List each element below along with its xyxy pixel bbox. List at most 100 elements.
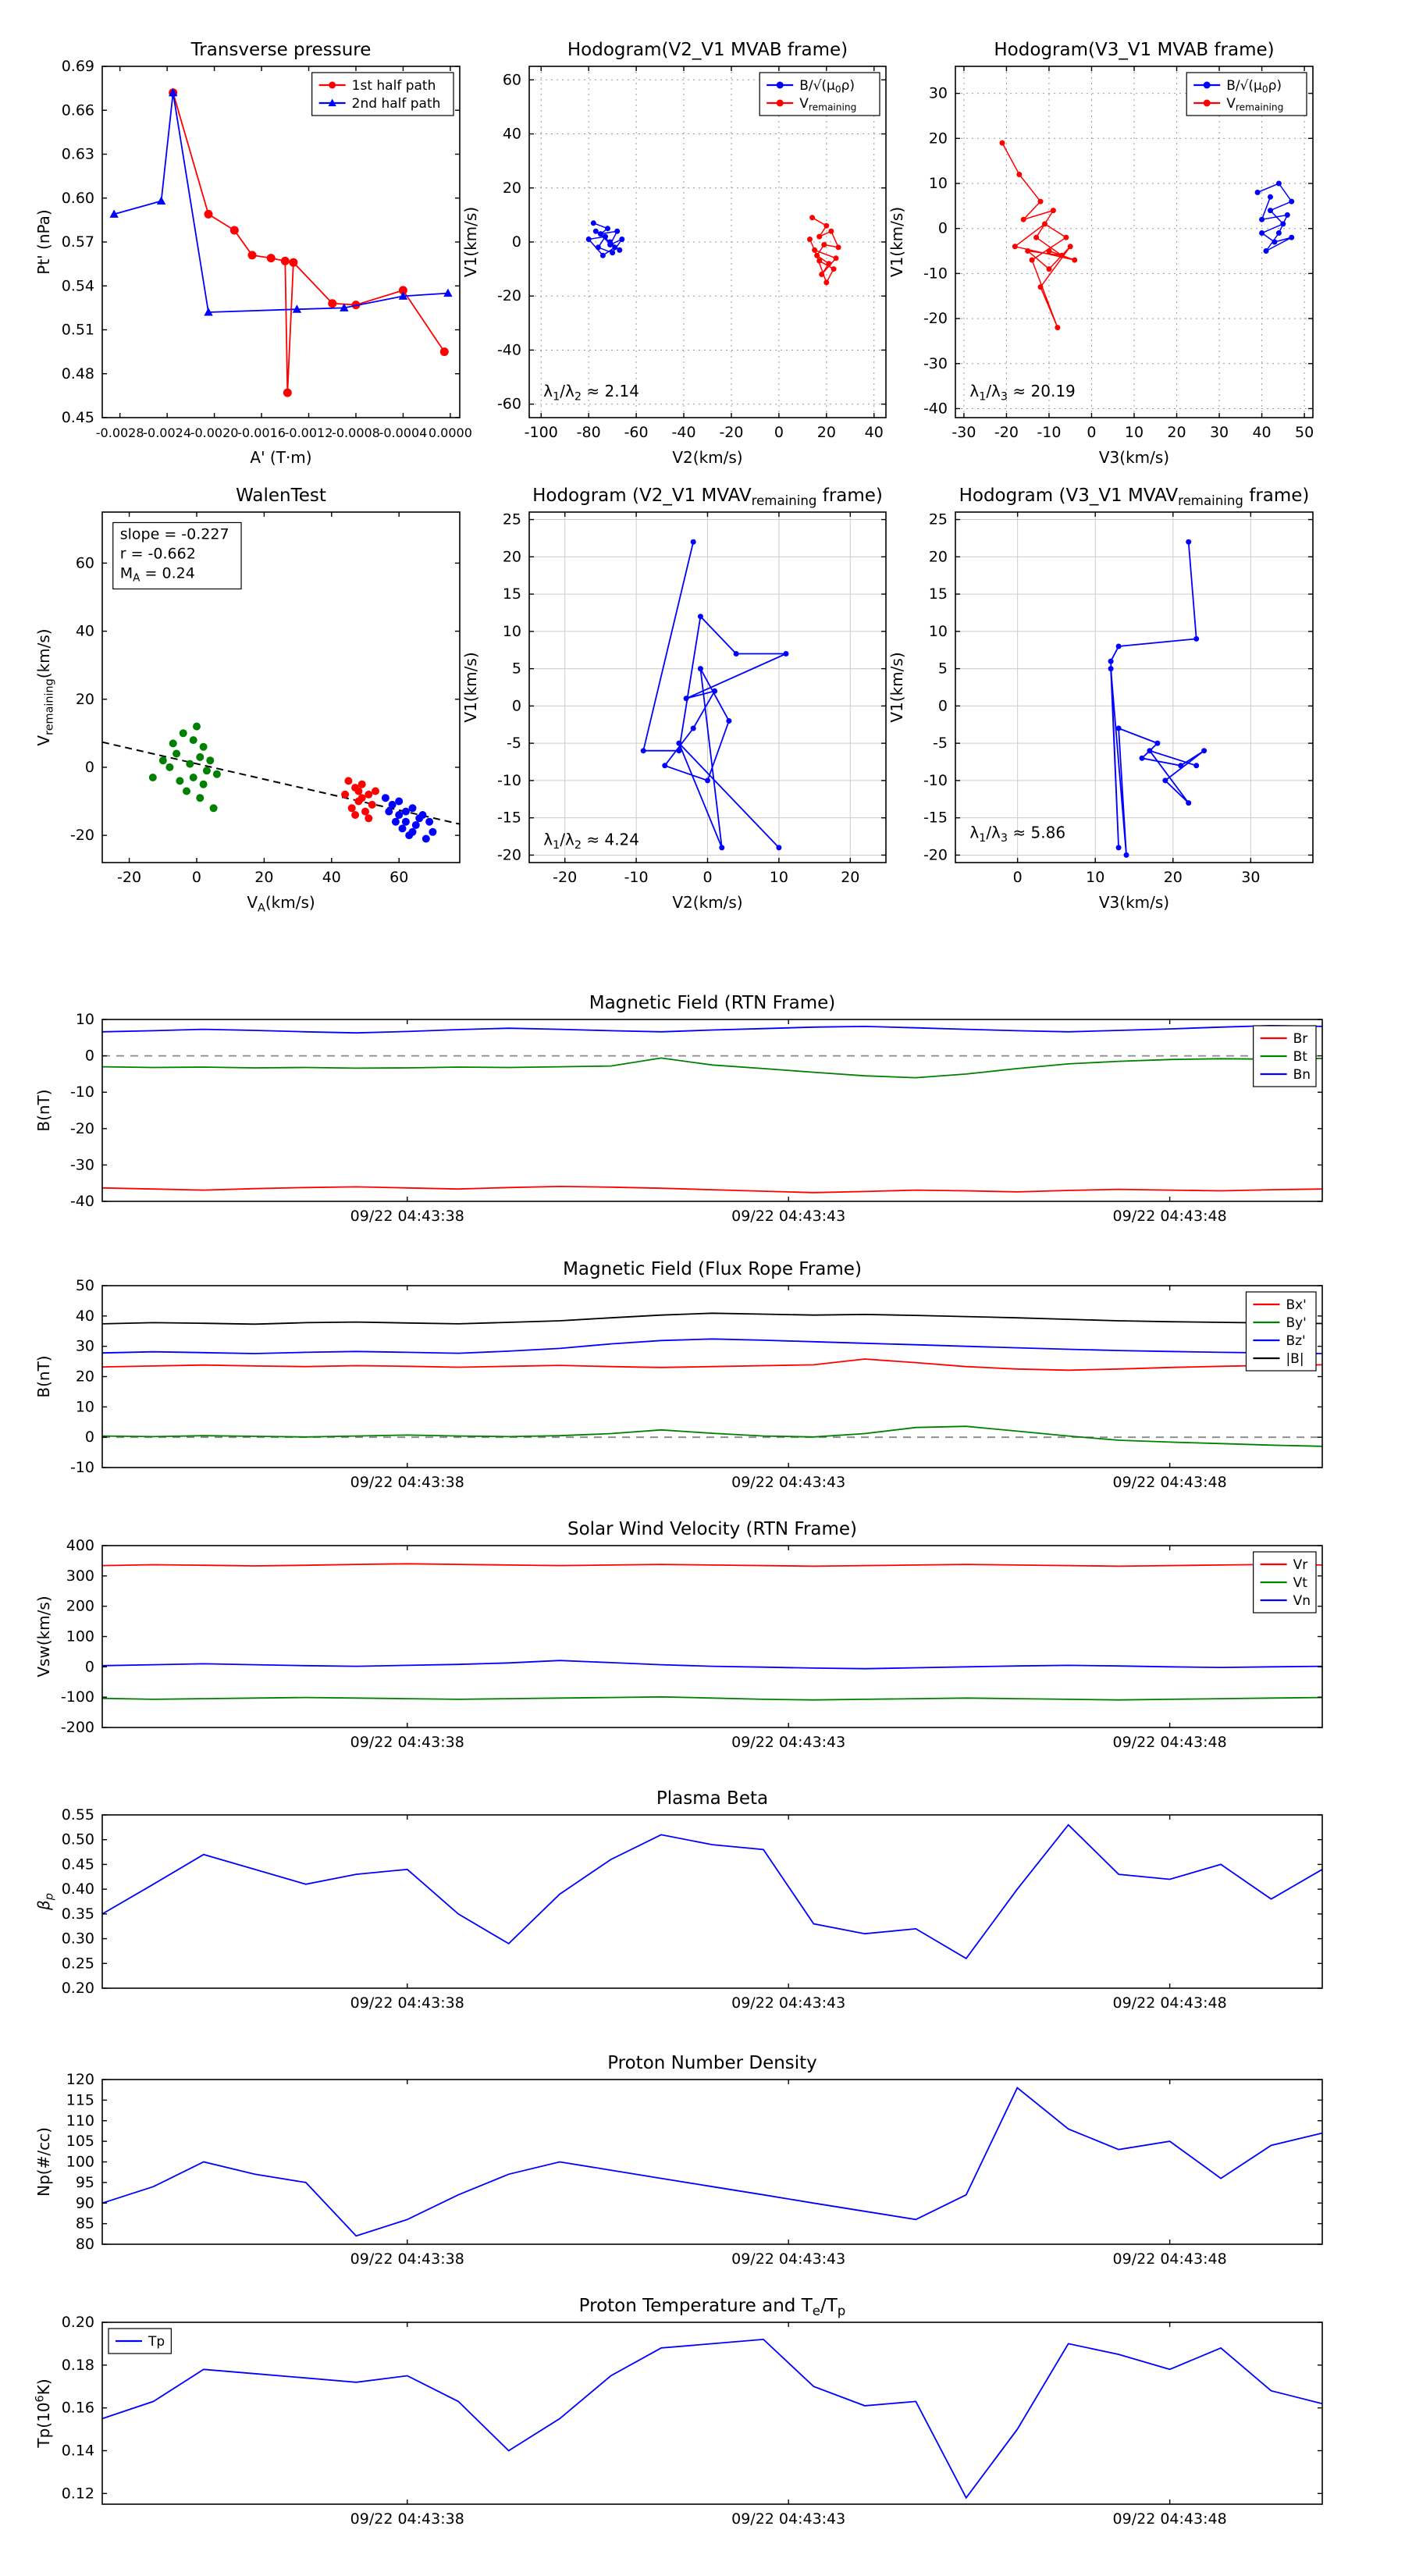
x-tick-label: -30	[951, 424, 976, 441]
data-marker	[395, 797, 404, 806]
y-tick-label: 15	[503, 585, 521, 603]
y-tick-label: -10	[70, 1459, 94, 1476]
data-marker	[439, 347, 449, 357]
y-tick-label: 0	[512, 233, 521, 251]
y-tick-label: 0.20	[62, 1980, 94, 1997]
series-1st half path	[172, 92, 446, 393]
x-tick-label: -0.0004	[379, 425, 428, 440]
y-tick-label: 95	[76, 2174, 94, 2191]
data-marker	[212, 770, 221, 778]
x-tick-label: 40	[865, 424, 884, 441]
legend-marker	[328, 98, 336, 107]
legend-box	[311, 72, 454, 116]
data-marker	[361, 807, 369, 816]
x-tick-label: 09/22 04:43:48	[1113, 1994, 1227, 2012]
y-axis-label: Vremaining(km/s)	[34, 628, 55, 745]
y-tick-label: 0.45	[62, 1856, 94, 1873]
data-marker	[999, 140, 1005, 146]
series-Bz'	[101, 1338, 1323, 1354]
x-axis-label: V3(km/s)	[1099, 448, 1169, 467]
data-marker	[676, 740, 682, 746]
data-marker	[168, 87, 178, 97]
y-axis-label: Pt' (nPa)	[34, 209, 53, 274]
data-marker	[676, 748, 682, 754]
chart-title: Solar Wind Velocity (RTN Frame)	[567, 1519, 857, 1539]
data-marker	[398, 291, 408, 300]
data-marker	[247, 251, 257, 260]
x-tick-label: 20	[254, 869, 273, 886]
y-tick-label: 0.50	[62, 1831, 94, 1848]
stats-box	[112, 521, 242, 590]
y-tick-label: 0.54	[62, 277, 94, 294]
data-marker	[398, 286, 407, 295]
stats-line: r = -0.662	[120, 545, 196, 562]
x-tick-label: 40	[1252, 424, 1271, 441]
axes-border	[101, 1019, 1323, 1202]
legend-label: Tp	[148, 2334, 165, 2350]
data-marker	[283, 388, 292, 397]
data-marker	[1058, 252, 1065, 258]
y-tick-label: -40	[497, 341, 521, 358]
y-tick-label: -10	[497, 772, 521, 789]
chart-title: Magnetic Field (Flux Rope Frame)	[563, 1259, 862, 1279]
data-marker	[408, 804, 417, 813]
stats-line: MA = 0.24	[120, 564, 195, 584]
data-marker	[719, 845, 725, 851]
data-marker	[1284, 212, 1290, 218]
y-tick-label: -20	[497, 287, 521, 304]
data-marker	[662, 763, 668, 769]
x-tick-label: -60	[624, 424, 649, 441]
data-marker	[179, 729, 187, 738]
y-axis-label: Vsw(km/s)	[34, 1596, 53, 1677]
chart-title: Hodogram (V3_V1 MVAVremaining frame)	[959, 486, 1310, 508]
data-marker	[1259, 230, 1265, 236]
series-beta	[101, 1823, 1323, 1960]
x-tick-label: 09/22 04:43:38	[350, 1208, 464, 1225]
data-marker	[590, 220, 596, 226]
data-marker	[712, 688, 718, 694]
y-tick-label: -10	[70, 1083, 94, 1101]
y-tick-label: 10	[929, 623, 948, 640]
chart-proton-density: 09/22 04:43:38 09/22 04:43:43 09/22 04:43:…	[34, 2053, 1323, 2268]
y-tick-label: 100	[66, 2154, 94, 2171]
data-marker	[1275, 180, 1282, 187]
y-tick-label: 20	[929, 130, 948, 147]
y-tick-label: 50	[76, 1277, 94, 1294]
data-marker	[422, 834, 430, 843]
data-marker	[1055, 325, 1061, 331]
x-tick-label: 0	[774, 424, 784, 441]
x-tick-label: 20	[841, 869, 859, 886]
data-marker	[357, 780, 366, 788]
data-marker	[196, 753, 205, 761]
y-tick-label: -60	[497, 396, 521, 413]
y-tick-label: -30	[70, 1156, 94, 1173]
chart-proton-temperature: 09/22 04:43:38 09/22 04:43:43 09/22 04:43:…	[34, 2296, 1323, 2528]
data-marker	[597, 231, 603, 237]
y-tick-label: 60	[503, 71, 521, 88]
x-tick-label: 09/22 04:43:38	[350, 1734, 464, 1751]
y-tick-label: 10	[76, 1398, 94, 1415]
y-tick-label: 0.35	[62, 1905, 94, 1923]
x-tick-label: 09/22 04:43:43	[731, 1208, 845, 1225]
x-tick-label: 09/22 04:43:43	[731, 2510, 845, 2528]
x-tick-label: 20	[1164, 869, 1183, 886]
data-marker	[148, 774, 157, 781]
y-tick-label: 25	[503, 511, 521, 528]
data-marker	[280, 256, 290, 265]
chart-title: Proton Number Density	[607, 2053, 817, 2073]
y-tick-label: 0.18	[62, 2357, 94, 2374]
y-tick-label: 40	[503, 126, 521, 143]
legend-box	[759, 72, 880, 116]
stats-line: slope = -0.227	[120, 525, 229, 543]
series-Bx'	[101, 1358, 1323, 1372]
x-axis-label: V2(km/s)	[672, 893, 742, 912]
y-tick-label: 5	[938, 660, 948, 678]
data-marker	[1033, 234, 1040, 240]
y-tick-label: 0.40	[62, 1880, 94, 1898]
y-tick-label: 0	[938, 220, 948, 237]
data-marker	[169, 739, 177, 748]
data-marker	[1046, 266, 1052, 272]
series-Bn	[101, 1024, 1323, 1034]
y-tick-label: 0.69	[62, 58, 94, 75]
series-V-remaining	[1001, 142, 1075, 328]
